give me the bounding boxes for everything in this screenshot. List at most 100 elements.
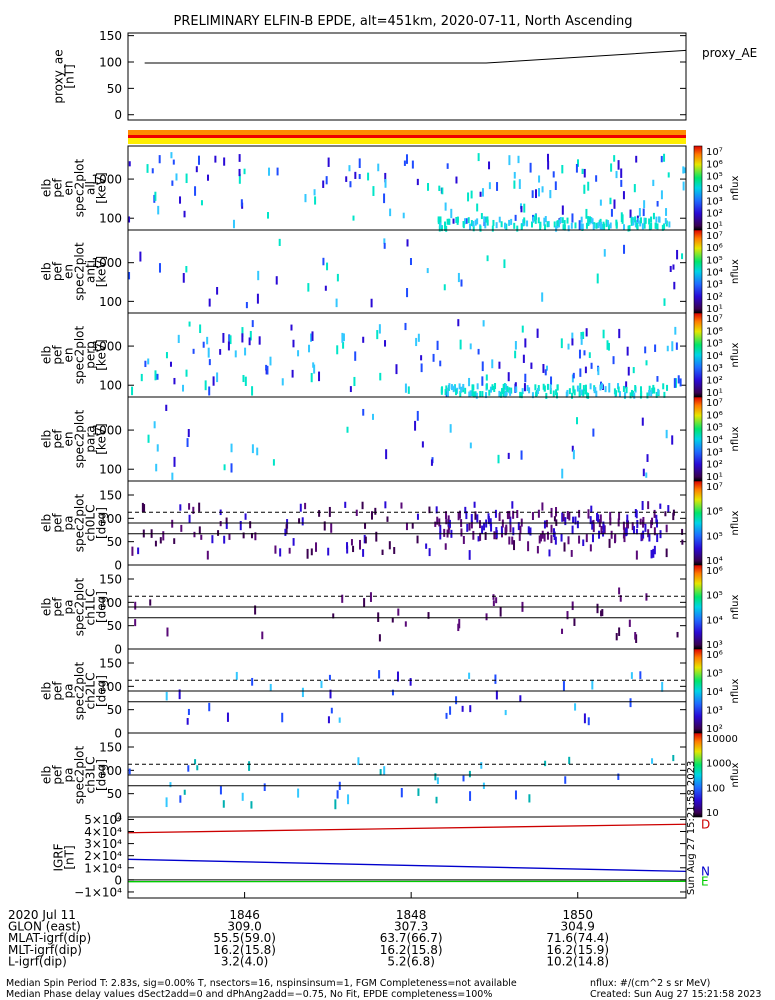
- spectrogram-pixel: [541, 502, 544, 511]
- spectrogram-pixel: [470, 513, 473, 522]
- spectrogram-pixel: [491, 359, 494, 369]
- y-tick-label: 50: [107, 703, 122, 717]
- spectrogram-pixel: [653, 527, 656, 536]
- colorbar-label: nflux: [730, 175, 741, 200]
- spectrogram-pixel: [627, 225, 630, 232]
- spectrogram-pixel: [445, 519, 448, 525]
- spectrogram-pixel: [682, 181, 685, 191]
- spectrogram-pixel: [443, 528, 446, 537]
- spectrogram-pixel: [632, 526, 635, 535]
- spectrogram-pixel: [486, 219, 489, 226]
- spectrogram-pixel: [570, 550, 573, 557]
- y-axis-label: elb: [40, 514, 54, 532]
- spectrogram-pixel: [567, 343, 570, 350]
- spectrogram-pixel: [578, 509, 581, 518]
- spectrogram-pixel: [279, 548, 282, 557]
- spectrogram-pixel: [595, 222, 598, 229]
- spectrogram-pixel: [553, 221, 556, 228]
- spectrogram-pixel: [453, 385, 456, 392]
- spectrogram-pixel: [281, 712, 284, 723]
- spectrogram-pixel: [147, 434, 150, 443]
- spectrogram-pixel: [505, 389, 508, 396]
- spectrogram-pixel: [610, 163, 613, 172]
- spectrogram-pixel: [251, 677, 254, 686]
- colorbar: 10⁶ 10⁵ 10⁴ 10³ nflux: [693, 564, 741, 651]
- spectrogram-pixel: [517, 155, 520, 164]
- spectrogram-pixel: [666, 345, 669, 352]
- spectrogram-pixel: [177, 334, 180, 343]
- spectrogram-pixel: [179, 504, 182, 511]
- status-bar-orange: [128, 130, 686, 135]
- spectrogram-pixel: [310, 372, 313, 383]
- spectrogram-pixel: [370, 298, 373, 308]
- spectrogram-pixel: [561, 512, 564, 522]
- spectrogram-pixel: [513, 180, 516, 189]
- spectrogram-pixel: [571, 332, 574, 340]
- spectrogram-pixel: [548, 549, 551, 557]
- spectrogram-pixel: [492, 219, 495, 226]
- spectrogram-pixel: [665, 220, 668, 227]
- spectrogram-pixel: [485, 613, 488, 621]
- spectrogram-pixel: [605, 221, 608, 228]
- spectrogram-pixel: [650, 390, 653, 397]
- legend-E: E: [701, 874, 709, 888]
- spectrogram-pixel: [436, 516, 439, 525]
- spectrogram-pixel: [510, 387, 513, 394]
- spectrogram-pixel: [228, 533, 231, 540]
- spectrogram-pixel: [653, 509, 656, 518]
- spectrogram-pixel: [315, 542, 318, 552]
- spectrogram-pixel: [579, 383, 582, 390]
- spectrogram-pixel: [632, 367, 635, 374]
- spectrogram-pixel: [642, 519, 645, 528]
- spectrogram-pixel: [602, 221, 605, 228]
- spectrogram-pixel: [383, 238, 386, 244]
- spectrogram-pixel: [489, 386, 492, 393]
- spectrogram-pixel: [507, 372, 510, 382]
- colorbar-gradient: [693, 480, 703, 566]
- spectrogram-pixel: [276, 167, 279, 176]
- spectrogram-pixel: [491, 384, 494, 391]
- spectrogram-pixel: [509, 389, 512, 396]
- spectrogram-pixel: [493, 531, 496, 540]
- spectrogram-pixel: [313, 189, 316, 196]
- spectrogram-pixel: [379, 769, 382, 775]
- spectrogram-pixel: [645, 360, 648, 366]
- colorbar: 10000 1000 100 10 nflux: [693, 732, 741, 819]
- colorbar-label: nflux: [730, 342, 741, 367]
- y-axis-label: spec2plot: [73, 325, 87, 384]
- spectrogram-pixel: [249, 330, 252, 341]
- spectrogram-pixel: [384, 340, 387, 347]
- spectrogram-pixel: [674, 378, 677, 388]
- spectrogram-pixel: [506, 385, 509, 392]
- spectrogram-pixel: [619, 595, 622, 602]
- spectrogram-pixel: [362, 408, 365, 416]
- y-axis-label: proxy_ae: [52, 49, 66, 103]
- spectrogram-pixel: [483, 216, 486, 223]
- spectrogram-pixel: [496, 182, 499, 191]
- spectrogram-pixel: [420, 363, 423, 373]
- spectrogram-pixel: [475, 392, 478, 399]
- spectrogram-pixel: [648, 389, 651, 396]
- y-axis-label: pef: [51, 261, 65, 281]
- spectrogram-pixel: [580, 335, 583, 345]
- spectrogram-pixel: [599, 199, 602, 206]
- spectrogram-pixel: [567, 536, 570, 545]
- spectrogram-pixel: [607, 224, 610, 231]
- spectrogram-pixel: [612, 356, 615, 365]
- spectrogram-pixel: [465, 511, 468, 520]
- spectrogram-pixel: [634, 632, 637, 640]
- y-tick-label: 1×10⁴: [84, 861, 122, 875]
- spectrogram-pixel: [459, 339, 462, 350]
- spectrogram-pixel: [308, 344, 311, 353]
- spectrogram-pixel: [477, 348, 480, 355]
- spectrogram-pixel: [503, 259, 506, 269]
- spectrogram-pixel: [603, 249, 606, 257]
- ephemeris-value: 16.2(15.9): [546, 943, 609, 957]
- spectrogram-pixel: [492, 594, 495, 600]
- spectrogram-pixel: [405, 522, 408, 531]
- spectrogram-pixel: [629, 392, 632, 399]
- spectrogram-pixel: [336, 273, 339, 282]
- spectrogram-pixel: [617, 773, 620, 780]
- spectrogram-pixel: [549, 388, 552, 395]
- spectrogram-pixel: [327, 157, 330, 167]
